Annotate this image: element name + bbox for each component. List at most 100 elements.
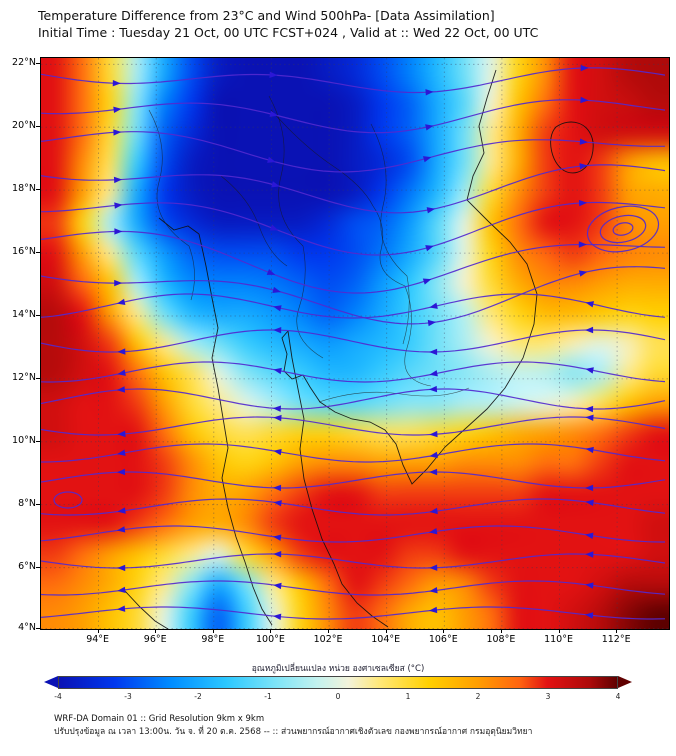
wind-arrow <box>273 414 282 422</box>
streamline <box>41 67 666 94</box>
streamline <box>41 201 666 256</box>
wind-arrow <box>273 550 282 558</box>
x-tick-label: 104°E <box>371 634 401 645</box>
wind-arrow <box>585 446 594 454</box>
wind-arrow <box>269 110 278 117</box>
wind-arrow <box>585 405 594 413</box>
wind-arrow <box>271 181 280 188</box>
colorbar-ticks: -4 -3 -2 -1 0 1 2 3 4 <box>44 691 632 703</box>
wind-arrow <box>585 532 594 539</box>
wind-arrow <box>113 129 122 136</box>
y-tick-label: 20°N <box>12 120 36 132</box>
streamline <box>41 99 666 134</box>
y-tick-label: 12°N <box>12 371 36 383</box>
streamline <box>41 498 666 516</box>
wind-arrow <box>113 176 123 184</box>
country-border <box>370 123 410 345</box>
wind-arrow <box>117 605 126 612</box>
wind-arrow <box>273 613 282 620</box>
y-tick-label: 4°N <box>18 622 36 633</box>
streamline <box>41 361 666 383</box>
wind-arrow <box>116 526 126 533</box>
wind-arrow <box>425 124 434 131</box>
coastline <box>550 121 594 174</box>
wind-arrow <box>429 430 438 438</box>
vortex-streamline <box>53 491 83 509</box>
wind-arrow <box>273 326 282 334</box>
wind-arrow <box>585 551 594 558</box>
wind-arrow <box>579 163 588 170</box>
streamline <box>41 553 666 569</box>
country-border <box>270 109 432 387</box>
wind-arrow <box>585 326 594 334</box>
streamline <box>41 329 666 353</box>
wind-arrow <box>429 564 438 571</box>
wind-arrow <box>579 138 588 145</box>
temperature-field-canvas <box>41 58 669 629</box>
wind-arrow <box>272 286 281 294</box>
streamline <box>41 164 666 214</box>
wind-arrow <box>267 156 276 163</box>
wind-arrow <box>273 448 282 456</box>
x-tick-label: 98°E <box>201 634 225 645</box>
streamline <box>41 266 666 325</box>
page-subtitle: Initial Time : Tuesday 21 Oct, 00 UTC FC… <box>38 24 539 40</box>
wind-arrow <box>117 564 126 572</box>
colorbar-tick-label: 2 <box>475 692 481 701</box>
y-tick-label: 6°N <box>18 560 36 572</box>
wind-arrow <box>580 96 589 104</box>
wind-arrow <box>273 500 282 507</box>
colorbar-bar <box>58 676 618 689</box>
streamline <box>41 293 666 319</box>
wind-arrow <box>425 89 434 96</box>
wind-arrow <box>585 414 594 421</box>
page-title: Temperature Difference from 23°C and Win… <box>38 8 495 23</box>
wind-arrow <box>117 348 126 355</box>
vortex-streamline <box>612 222 634 236</box>
wind-arrow <box>117 369 126 376</box>
wind-arrow <box>585 582 594 589</box>
wind-overlay-svg <box>41 58 669 629</box>
coastline <box>287 330 389 628</box>
wind-arrow <box>429 302 438 309</box>
wind-arrow <box>112 79 121 87</box>
wind-arrow <box>117 586 126 594</box>
colorbar-tick-label: -2 <box>194 692 202 701</box>
x-tick-label: 96°E <box>143 634 167 645</box>
x-tick-label: 94°E <box>86 634 110 645</box>
x-tick-label: 108°E <box>486 634 516 645</box>
vortex-streamline <box>586 205 660 253</box>
footer-line-2: ปรับปรุงข้อมูล ณ เวลา 13:00น. วัน จ. ที่… <box>54 726 533 737</box>
colorbar-label: อุณหภูมิเปลี่ยนแปลง หน่วย องศาเซลเซียส (… <box>251 664 425 674</box>
coastline <box>281 69 538 485</box>
wind-arrow <box>429 370 438 377</box>
colorbar-tick-label: 1 <box>405 692 411 701</box>
wind-arrow <box>114 202 123 209</box>
y-tick-label: 16°N <box>12 246 36 258</box>
y-tick-label: 10°N <box>12 434 36 446</box>
footer-line-1: WRF-DA Domain 01 :: Grid Resolution 9km … <box>54 714 265 724</box>
wind-arrow <box>114 228 123 235</box>
wind-arrow <box>269 224 279 231</box>
wind-arrow <box>273 305 282 312</box>
streamline <box>41 525 665 543</box>
wind-arrow <box>429 348 438 356</box>
colorbar-tick-label: -4 <box>54 692 62 701</box>
streamline <box>41 230 666 294</box>
colorbar-tick-label: -1 <box>264 692 272 701</box>
colorbar <box>44 676 632 689</box>
country-border <box>268 95 324 359</box>
weather-map <box>40 57 670 630</box>
country-border <box>318 387 470 403</box>
x-tick-label: 106°E <box>428 634 458 645</box>
wind-arrow <box>585 367 594 374</box>
y-tick-label: 18°N <box>12 183 36 195</box>
wind-arrow <box>113 106 122 114</box>
wind-arrow <box>585 484 594 492</box>
streamline <box>41 580 666 596</box>
wind-arrow <box>429 606 438 614</box>
wind-arrow <box>578 199 588 207</box>
streamline <box>41 443 666 463</box>
wind-arrow <box>269 71 278 78</box>
